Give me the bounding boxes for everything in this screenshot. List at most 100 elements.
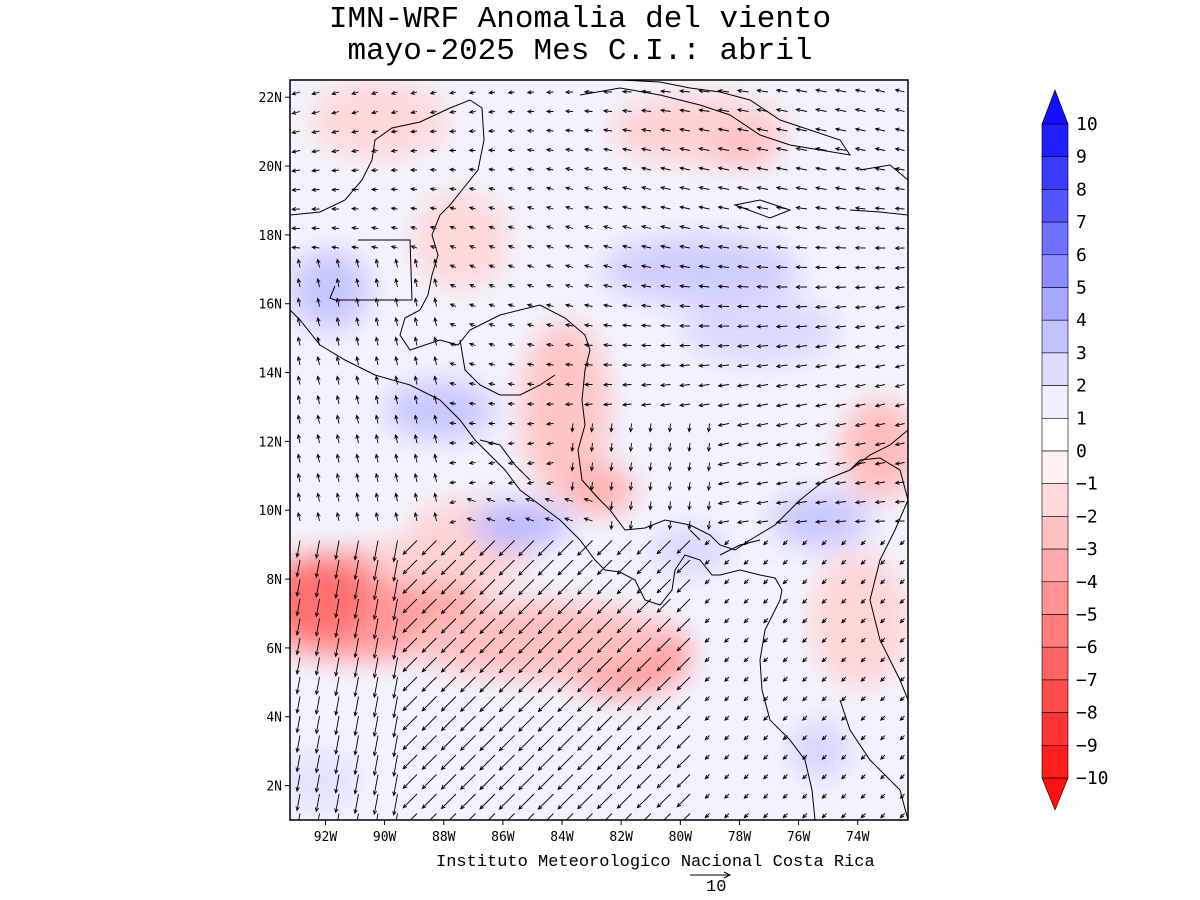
- wind-vector: [648, 462, 653, 472]
- wind-vector: [687, 462, 692, 472]
- wind-vector: [782, 774, 788, 780]
- wind-vector: [507, 206, 515, 211]
- wind-vector: [736, 146, 749, 152]
- wind-vector: [640, 205, 652, 210]
- wind-vector: [854, 186, 866, 191]
- wind-vector: [374, 297, 380, 307]
- wind-vector: [636, 696, 652, 711]
- wind-vector: [704, 793, 710, 799]
- wind-vector: [526, 206, 535, 211]
- wind-vector: [795, 304, 808, 310]
- wind-vector: [795, 403, 808, 408]
- wind-vector: [295, 676, 301, 695]
- wind-vector: [355, 277, 360, 288]
- wind-vector: [421, 618, 437, 634]
- wind-vector: [440, 676, 457, 693]
- wind-vector: [821, 696, 827, 702]
- wind-vector: [583, 264, 593, 269]
- wind-vector: [440, 657, 457, 673]
- wind-vector: [656, 598, 671, 613]
- wind-vector: [899, 637, 905, 643]
- wind-vector: [316, 472, 321, 483]
- wind-vector: [370, 90, 379, 95]
- wind-vector: [874, 383, 886, 389]
- wind-vector: [795, 383, 808, 388]
- wind-vector: [545, 244, 554, 249]
- wind-vector: [736, 481, 749, 486]
- wind-vector: [518, 618, 535, 635]
- wind-vector: [537, 618, 554, 635]
- wind-vector: [604, 813, 613, 820]
- wind-vector: [449, 342, 457, 347]
- wind-vector: [314, 715, 320, 735]
- wind-vector: [394, 511, 399, 522]
- wind-vector: [334, 715, 340, 736]
- wind-vector: [679, 89, 691, 94]
- wind-vector-field: [291, 88, 905, 820]
- wind-vector: [563, 497, 574, 502]
- wind-vector: [860, 540, 866, 546]
- wind-vector: [537, 754, 554, 771]
- wind-vector: [331, 91, 340, 96]
- wind-vector: [628, 462, 634, 472]
- wind-vector: [410, 110, 418, 115]
- wind-vector: [717, 403, 730, 408]
- wind-vector: [526, 480, 535, 485]
- coastlines: [290, 80, 908, 820]
- wind-vector: [860, 559, 866, 565]
- wind-vector: [609, 520, 614, 531]
- wind-vector: [609, 462, 614, 472]
- wind-vector: [795, 225, 808, 230]
- wind-vector: [526, 225, 535, 230]
- wind-vector: [479, 579, 496, 596]
- wind-vector: [894, 186, 905, 191]
- wind-vector: [636, 774, 652, 789]
- wind-vector: [468, 167, 476, 172]
- wind-vector: [880, 540, 886, 546]
- wind-vector: [413, 355, 419, 366]
- wind-vector: [602, 147, 613, 152]
- wind-vector: [636, 559, 652, 575]
- wind-vector: [860, 618, 866, 624]
- wind-vector: [834, 324, 847, 330]
- wind-vector: [736, 324, 749, 329]
- wind-vector: [291, 168, 301, 173]
- wind-vector: [834, 166, 847, 171]
- wind-vector: [648, 423, 653, 433]
- wind-vector: [698, 343, 710, 348]
- wind-vector: [295, 735, 301, 753]
- wind-vector: [392, 540, 398, 563]
- wind-vector: [355, 355, 360, 366]
- wind-vector: [421, 793, 437, 809]
- wind-vector: [440, 637, 457, 654]
- wind-vector: [782, 813, 788, 819]
- wind-vector: [311, 187, 320, 192]
- wind-vector: [485, 517, 496, 522]
- wind-vector: [736, 127, 749, 132]
- wind-vector: [874, 226, 886, 231]
- wind-vector: [782, 579, 788, 585]
- wind-vector: [433, 394, 438, 405]
- wind-vector: [621, 264, 632, 269]
- wind-vector: [756, 245, 769, 250]
- wind-vector: [841, 696, 847, 702]
- wind-vector: [704, 637, 710, 643]
- wind-vector: [429, 148, 437, 153]
- wind-vector: [656, 715, 671, 730]
- wind-vector: [468, 381, 476, 387]
- wind-vector: [374, 433, 380, 444]
- colorbar-segment: [1041, 646, 1069, 681]
- wind-vector: [616, 657, 632, 673]
- wind-vector: [782, 598, 788, 604]
- wind-vector: [316, 414, 321, 424]
- wind-vector: [648, 501, 653, 511]
- wind-vector: [698, 383, 710, 388]
- wind-vector: [628, 423, 634, 433]
- wind-vector: [557, 735, 574, 752]
- wind-vector: [602, 225, 613, 230]
- wind-vector: [331, 110, 340, 115]
- wind-vector: [392, 793, 398, 816]
- wind-vector: [616, 559, 632, 575]
- wind-vector: [392, 774, 398, 797]
- wind-vector: [899, 735, 905, 741]
